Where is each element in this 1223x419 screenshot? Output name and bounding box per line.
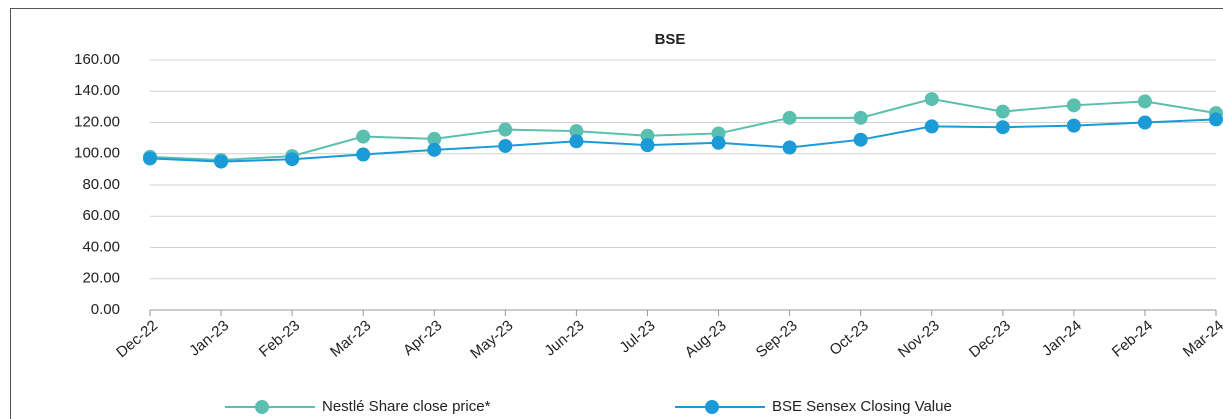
point xyxy=(924,92,939,107)
legend-label: BSE Sensex Closing Value xyxy=(772,398,952,415)
x-tick-label: Jan-24 xyxy=(1039,317,1085,360)
x-tick-label: Feb-23 xyxy=(256,317,303,361)
y-tick-label: 20.00 xyxy=(82,270,120,287)
x-tick-label: May-23 xyxy=(467,317,516,362)
point xyxy=(498,122,513,137)
point xyxy=(782,140,797,155)
point xyxy=(995,104,1010,119)
x-tick-label: Apr-23 xyxy=(400,317,445,359)
point xyxy=(356,129,371,144)
point xyxy=(1066,118,1081,133)
legend-marker xyxy=(705,400,719,414)
point xyxy=(1209,112,1223,127)
chart-border xyxy=(10,8,1223,419)
point xyxy=(569,124,584,139)
x-tick-label: Nov-23 xyxy=(895,317,943,361)
y-tick-label: 60.00 xyxy=(82,207,120,224)
series-line xyxy=(149,98,1217,162)
x-tick-label: Dec-22 xyxy=(113,317,161,361)
x-tick-label: Mar-24 xyxy=(1180,317,1223,361)
y-tick-label: 140.00 xyxy=(74,82,120,99)
point xyxy=(711,135,726,150)
legend-marker xyxy=(255,400,269,414)
x-tick-label: Dec-23 xyxy=(966,317,1014,361)
point xyxy=(214,154,229,169)
x-tick-label: Oct-23 xyxy=(826,317,871,359)
point xyxy=(427,131,442,146)
y-tick-label: 40.00 xyxy=(82,238,120,255)
point xyxy=(640,138,655,153)
y-tick-label: 80.00 xyxy=(82,176,120,193)
point xyxy=(498,138,513,153)
point xyxy=(853,132,868,147)
y-tick-label: 100.00 xyxy=(74,145,120,162)
x-tick-label: Aug-23 xyxy=(682,317,730,361)
point xyxy=(995,120,1010,135)
point xyxy=(356,147,371,162)
point xyxy=(569,134,584,149)
x-tick-label: Jun-23 xyxy=(541,317,587,360)
point xyxy=(1137,94,1152,109)
legend-label: Nestlé Share close price* xyxy=(322,398,491,415)
point xyxy=(143,151,157,166)
series-line xyxy=(149,118,1217,163)
point xyxy=(924,119,939,134)
y-tick-label: 0.00 xyxy=(91,301,120,318)
y-tick-label: 120.00 xyxy=(74,113,120,130)
chart-title: BSE xyxy=(655,31,686,48)
point xyxy=(1066,98,1081,113)
point xyxy=(285,152,300,167)
x-tick-label: Feb-24 xyxy=(1109,317,1156,361)
point xyxy=(853,110,868,125)
x-tick-label: Jan-23 xyxy=(186,317,232,360)
y-tick-label: 160.00 xyxy=(74,51,120,68)
point xyxy=(782,110,797,125)
x-tick-label: Sep-23 xyxy=(753,317,801,361)
x-tick-label: Mar-23 xyxy=(327,317,374,361)
point xyxy=(427,142,442,157)
x-tick-label: Jul-23 xyxy=(616,317,658,356)
point xyxy=(1137,115,1152,130)
